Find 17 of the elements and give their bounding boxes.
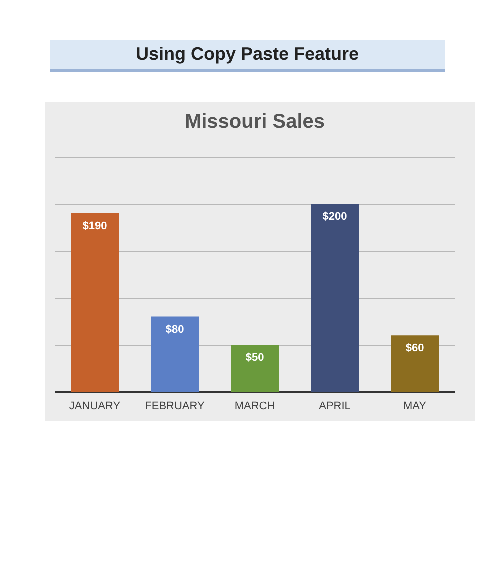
bar [151,316,199,392]
bar [231,345,279,392]
text: Using Copy Paste Feature [50,40,445,72]
data-label: $200 [322,211,348,223]
x-tick-label: FEBRUARY [145,400,206,412]
data-label: $50 [246,352,264,364]
x-tick-label: MAY [403,400,428,412]
x-tick-label: JANUARY [69,400,122,412]
chart-title: Missouri Sales [184,111,326,133]
data-label: $80 [166,324,184,336]
bar [71,213,119,392]
data-label: $60 [406,342,424,355]
bar [311,204,359,392]
data-label: $190 [82,220,108,232]
x-tick-label: MARCH [234,400,276,412]
x-tick-label: APRIL [319,400,351,412]
bar [391,336,439,392]
